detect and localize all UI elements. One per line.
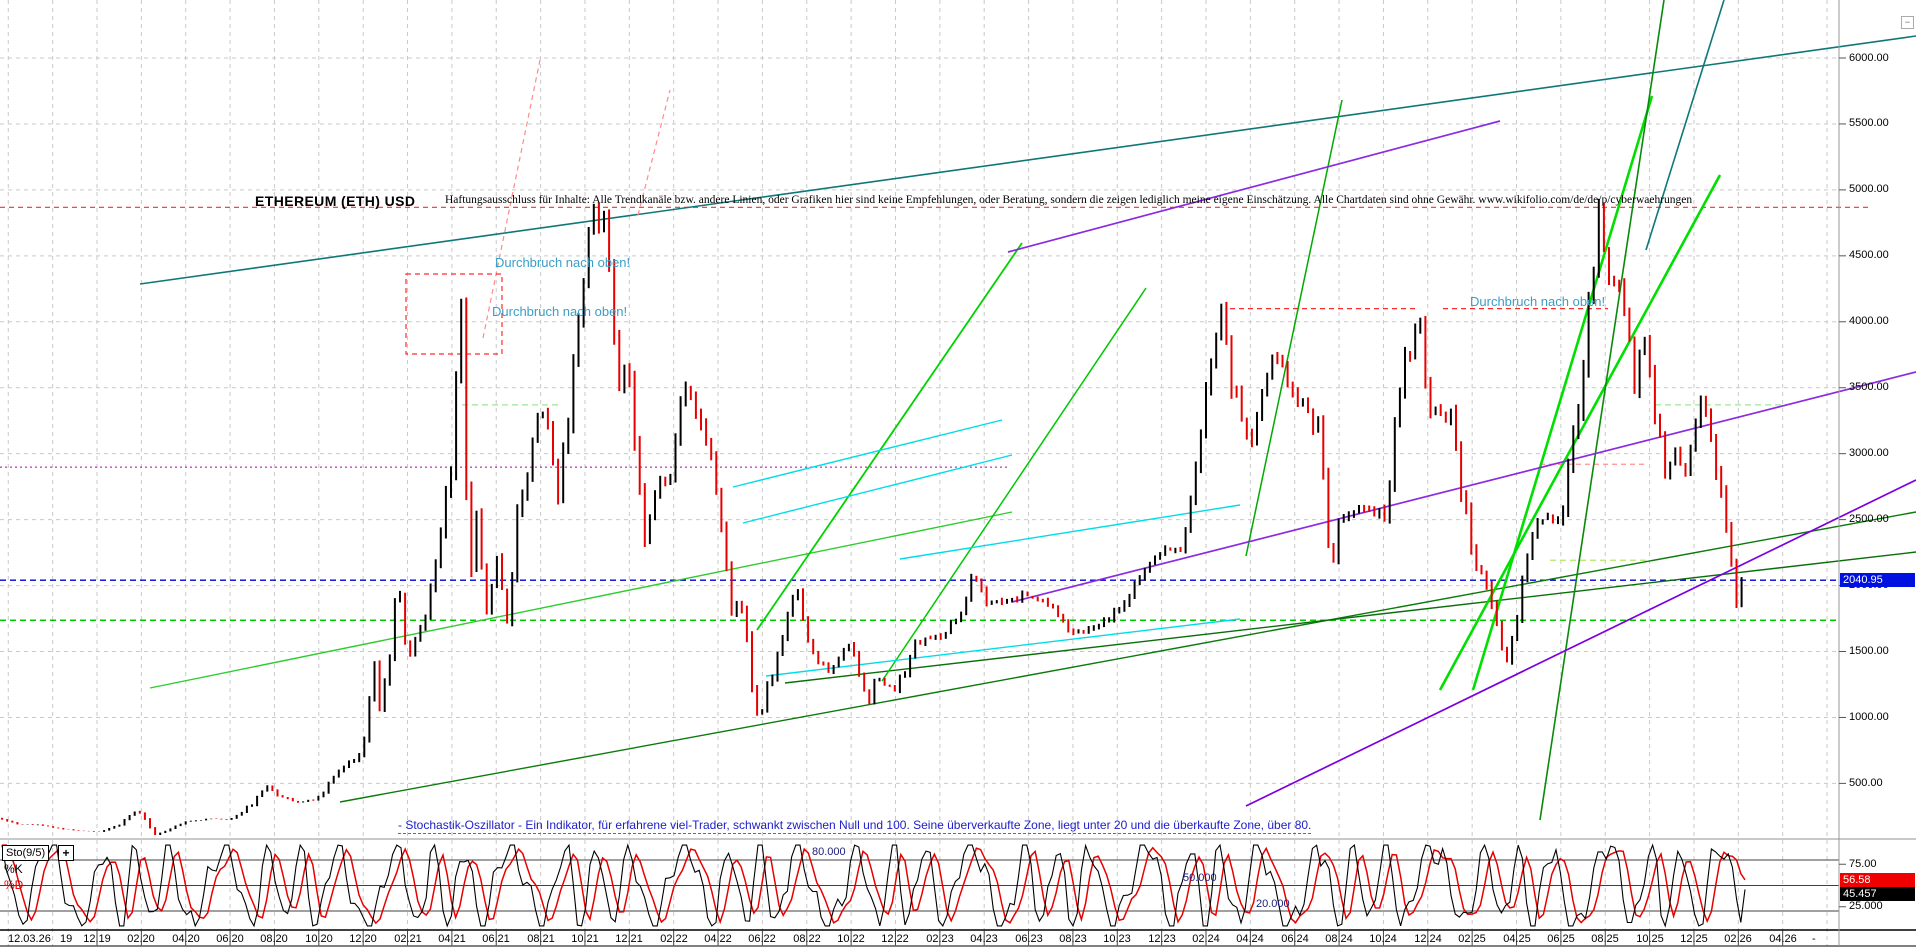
date-label: 02.20 (127, 933, 155, 945)
price-tick-label: 1500.00 (1849, 645, 1889, 657)
price-tick-label: 5000.00 (1849, 183, 1889, 195)
minimize-icon[interactable]: − (1901, 16, 1914, 29)
trend-line (339, 511, 1916, 803)
date-label: 12.21 (615, 933, 643, 945)
percent-k-label: %K (4, 862, 23, 876)
date-label: 12.19 (83, 933, 111, 945)
date-label: 04.20 (172, 933, 200, 945)
date-label: 10.20 (305, 933, 333, 945)
trend-line (742, 454, 1013, 524)
date-label-partial: 19 (60, 933, 73, 945)
date-label: 06.22 (748, 933, 776, 945)
date-label: 08.24 (1325, 933, 1353, 945)
price-tick-label: 2500.00 (1849, 513, 1889, 525)
disclaimer-text: Haftungsausschluss für Inhalte: Alle Tre… (445, 194, 1693, 206)
instrument-title: ETHEREUM (ETH) USD (255, 193, 416, 209)
current-price-badge: 2040.95 (1840, 573, 1915, 587)
date-label: 12.24 (1414, 933, 1442, 945)
date-label: 06.24 (1281, 933, 1309, 945)
trend-line (1438, 174, 1722, 691)
trend-line (149, 511, 1013, 689)
date-label: 12.20 (349, 933, 377, 945)
trend-line (1471, 95, 1654, 691)
chart-date-stamp: 12.03.26 (8, 933, 51, 945)
trend-line (1245, 99, 1343, 557)
trend-line (765, 618, 1241, 677)
breakout-annotation: Durchbruch nach oben! (492, 304, 628, 319)
date-label: 12.23 (1148, 933, 1176, 945)
date-label: 10.21 (571, 933, 599, 945)
date-label: 08.23 (1059, 933, 1087, 945)
date-label: 04.23 (970, 933, 998, 945)
date-label: 08.22 (793, 933, 821, 945)
date-label: 04.25 (1503, 933, 1531, 945)
date-label: 06.25 (1547, 933, 1575, 945)
indicator-settings-button[interactable]: Sto(9/5) (2, 845, 50, 861)
oversold-level-label: 20.000 (1256, 898, 1290, 910)
date-label: 10.25 (1636, 933, 1664, 945)
price-tick-label: 500.00 (1849, 777, 1883, 789)
trend-line (139, 35, 1916, 285)
stochastic-d-line (2, 844, 1746, 925)
date-label: 04.22 (704, 933, 732, 945)
date-axis-end-mark: - (1812, 933, 1816, 945)
price-tick-label: 6000.00 (1849, 52, 1889, 64)
date-label: 04.21 (438, 933, 466, 945)
trend-line (1645, 0, 1725, 251)
stochastic-d-badge: 56.58 (1840, 873, 1915, 887)
trend-line (1011, 371, 1916, 603)
price-tick-label: 5500.00 (1849, 117, 1889, 129)
trend-line (1007, 120, 1501, 253)
trend-line (899, 504, 1241, 560)
price-tick-label: 4500.00 (1849, 249, 1889, 261)
stochastic-k-line (1, 843, 1746, 928)
date-label: 06.21 (482, 933, 510, 945)
trend-line (1245, 479, 1916, 807)
trend-line (881, 287, 1147, 682)
price-tick-label: 1000.00 (1849, 711, 1889, 723)
date-label: 02.23 (926, 933, 954, 945)
add-indicator-button[interactable]: + (58, 845, 74, 861)
date-label: 12.25 (1680, 933, 1708, 945)
middle-level-label: 50.000 (1183, 872, 1217, 884)
price-tick-label: 3500.00 (1849, 381, 1889, 393)
date-label: 02.24 (1192, 933, 1220, 945)
date-label: 04.24 (1236, 933, 1264, 945)
trend-line (1539, 0, 1665, 821)
date-label: 08.25 (1591, 933, 1619, 945)
date-label: 02.22 (660, 933, 688, 945)
price-tick-label: 4000.00 (1849, 315, 1889, 327)
date-label: 04.26 (1769, 933, 1797, 945)
date-label: 10.22 (837, 933, 865, 945)
date-label: 02.26 (1724, 933, 1752, 945)
oscillator-scale-label: 25.000 (1849, 900, 1883, 912)
breakout-zone-box (405, 273, 503, 355)
overbought-level-label: 80.000 (812, 846, 846, 858)
stochastic-k-badge: 45.457 (1840, 887, 1915, 901)
breakout-annotation: Durchbruch nach oben! (495, 255, 631, 270)
date-label: 12.22 (881, 933, 909, 945)
date-label: 02.25 (1458, 933, 1486, 945)
date-label: 08.21 (527, 933, 555, 945)
trend-line (756, 242, 1023, 631)
date-label: 10.24 (1369, 933, 1397, 945)
trend-line (637, 89, 671, 216)
date-label: 06.23 (1015, 933, 1043, 945)
trend-line (784, 551, 1916, 684)
percent-d-label: %D (4, 878, 24, 892)
date-label: 08.20 (260, 933, 288, 945)
date-label: 10.23 (1103, 933, 1131, 945)
price-tick-label: 3000.00 (1849, 447, 1889, 459)
trend-line (732, 419, 1003, 488)
oscillator-scale-label: 75.00 (1849, 858, 1877, 870)
breakout-annotation: Durchbruch nach oben! (1470, 294, 1606, 309)
date-label: 02.21 (394, 933, 422, 945)
stochastic-description: - Stochastik-Oszillator - Ein Indikator,… (398, 818, 1312, 834)
date-label: 06.20 (216, 933, 244, 945)
trend-line (482, 59, 541, 339)
